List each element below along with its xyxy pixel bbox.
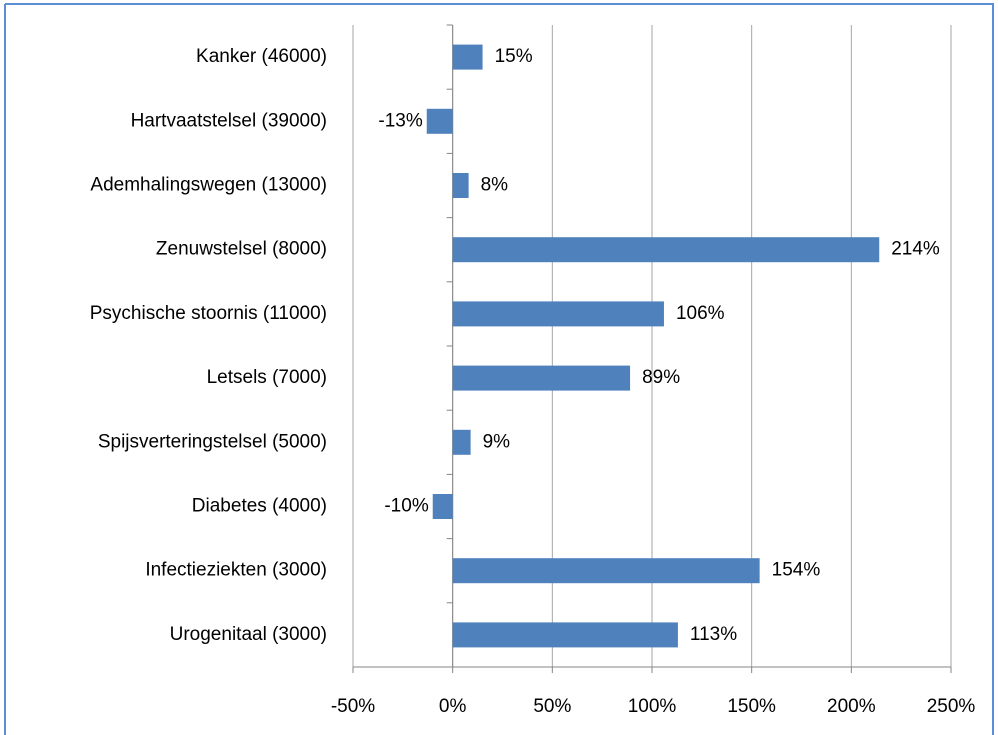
data-label: 113% bbox=[690, 624, 737, 645]
bar bbox=[452, 173, 469, 198]
y-tick-label: Letsels (7000) bbox=[207, 367, 327, 388]
bar bbox=[452, 44, 483, 70]
data-label: -10% bbox=[384, 496, 428, 517]
x-tick-label: 0% bbox=[439, 696, 467, 717]
y-tick-label: Psychische stoornis (11000) bbox=[90, 303, 327, 324]
x-tick-label: 250% bbox=[927, 696, 976, 717]
data-label: 89% bbox=[642, 367, 680, 388]
y-tick-label: Urogenitaal (3000) bbox=[170, 624, 327, 645]
data-label: 15% bbox=[495, 46, 533, 67]
data-label: 154% bbox=[772, 560, 821, 581]
bar bbox=[432, 494, 453, 519]
y-tick-label: Zenuwstelsel (8000) bbox=[156, 239, 327, 260]
x-tick-label: -50% bbox=[331, 696, 375, 717]
y-tick-label: Ademhalingswegen (13000) bbox=[90, 175, 327, 196]
x-tick-label: 150% bbox=[727, 696, 776, 717]
y-tick-label: Kanker (46000) bbox=[196, 46, 327, 67]
y-tick-label: Infectieziekten (3000) bbox=[145, 560, 327, 581]
bar bbox=[426, 108, 453, 134]
y-tick-label: Hartvaatstelsel (39000) bbox=[131, 110, 327, 131]
x-tick-label: 200% bbox=[827, 696, 876, 717]
bar bbox=[452, 622, 678, 648]
data-label: 106% bbox=[676, 303, 725, 324]
y-tick-label: Spijsverteringstelsel (5000) bbox=[98, 431, 327, 452]
bar bbox=[452, 365, 631, 391]
x-tick-label: 100% bbox=[628, 696, 677, 717]
data-label: 8% bbox=[481, 175, 509, 196]
bar bbox=[452, 558, 760, 584]
bar bbox=[452, 301, 664, 327]
bar bbox=[452, 429, 471, 455]
y-tick-label: Diabetes (4000) bbox=[192, 496, 327, 517]
data-label: 214% bbox=[891, 239, 940, 260]
x-tick-label: 50% bbox=[533, 696, 571, 717]
data-label: -13% bbox=[378, 110, 422, 131]
data-label: 9% bbox=[483, 431, 511, 452]
bar bbox=[452, 237, 880, 263]
